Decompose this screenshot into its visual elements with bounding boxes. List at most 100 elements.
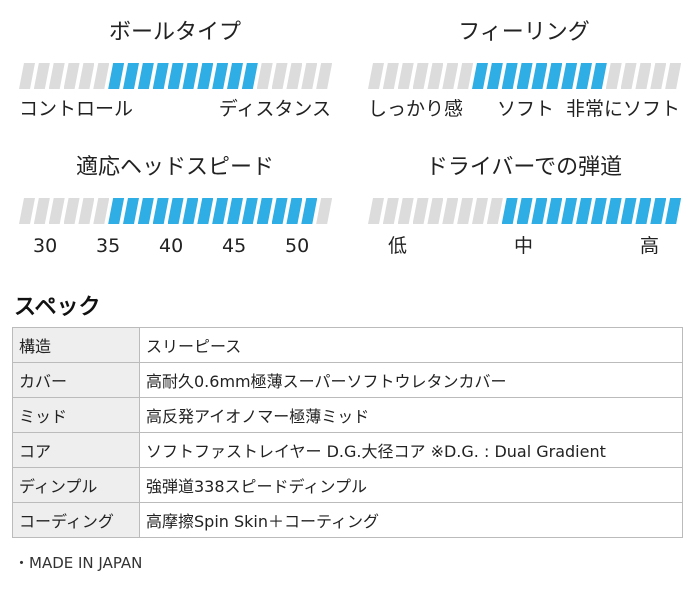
- gauge-segment: [19, 198, 35, 224]
- gauge-segment: [665, 63, 682, 89]
- gauge-segment: [412, 198, 429, 224]
- gauge-segment: [63, 198, 80, 224]
- gauge-segment: [486, 198, 503, 224]
- gauge-segment: [442, 198, 459, 224]
- head-speed-bar: [19, 198, 333, 224]
- feeling-middle-label: ソフト: [497, 98, 555, 120]
- gauge-segment: [620, 63, 637, 89]
- gauge-segment-active: [137, 63, 154, 89]
- spec-value: 高反発アイオノマー極薄ミッド: [139, 397, 683, 433]
- gauge-segment-active: [620, 198, 637, 224]
- trajectory-low-label: 低: [388, 235, 408, 257]
- gauge-segment: [301, 63, 318, 89]
- spec-value: 高耐久0.6mm極薄スーパーソフトウレタンカバー: [139, 362, 683, 398]
- ball-type-bar: [19, 63, 333, 89]
- gauge-segment-active: [256, 198, 273, 224]
- feeling-left-label: しっかり感: [368, 98, 464, 120]
- gauge-segment-active: [590, 198, 607, 224]
- gauge-segment: [93, 63, 110, 89]
- gauge-segment-active: [197, 198, 214, 224]
- table-row: カバー 高耐久0.6mm極薄スーパーソフトウレタンカバー: [12, 362, 683, 398]
- spec-key: 構造: [12, 327, 140, 363]
- spec-table: 構造 スリーピース カバー 高耐久0.6mm極薄スーパーソフトウレタンカバー ミ…: [12, 327, 683, 538]
- gauge-segment-active: [241, 63, 258, 89]
- gauge-segment-active: [286, 198, 303, 224]
- gauge-segment: [93, 198, 110, 224]
- gauge-segment: [316, 63, 333, 89]
- ball-type-title: ボールタイプ: [108, 20, 241, 45]
- gauge-segment-active: [635, 198, 652, 224]
- gauge-segment-active: [605, 198, 622, 224]
- spec-key: コーディング: [12, 502, 140, 538]
- table-row: コア ソフトファストレイヤー D.G.大径コア ※D.G. : Dual Gra…: [12, 432, 683, 468]
- gauge-segment-active: [123, 198, 139, 224]
- gauge-segment-active: [576, 63, 592, 89]
- gauge-segment: [397, 198, 414, 224]
- gauge-segment-active: [271, 198, 288, 224]
- spec-value: スリーピース: [139, 327, 683, 363]
- gauge-segment-active: [152, 63, 169, 89]
- gauge-segment-active: [546, 63, 563, 89]
- gauge-segment: [635, 63, 652, 89]
- gauge-segment: [442, 63, 459, 89]
- gauge-segment-active: [501, 63, 518, 89]
- head-speed-tick: 35: [96, 235, 121, 257]
- gauge-segment-active: [212, 198, 229, 224]
- gauge-segment: [397, 63, 414, 89]
- gauge-segment-active: [197, 63, 214, 89]
- spec-key: ミッド: [12, 397, 140, 433]
- gauge-segment-active: [486, 63, 503, 89]
- gauge-segment-active: [108, 198, 125, 224]
- gauge-segment: [427, 63, 444, 89]
- head-speed-tick: 45: [222, 235, 247, 257]
- table-row: コーディング 高摩擦Spin Skin＋コーティング: [12, 502, 683, 538]
- gauge-segment-active: [123, 63, 139, 89]
- feeling-bar: [368, 63, 682, 89]
- gauge-segment-active: [182, 198, 199, 224]
- gauge-segment-active: [590, 63, 607, 89]
- gauge-segment-active: [531, 63, 548, 89]
- gauge-segment: [256, 63, 273, 89]
- gauge-segment-active: [561, 198, 578, 224]
- gauge-segment-active: [227, 63, 243, 89]
- table-row: ディンプル 強弾道338スピードディンプル: [12, 467, 683, 503]
- gauge-segment: [33, 63, 50, 89]
- gauge-segment-active: [516, 198, 533, 224]
- ball-type-left-label: コントロール: [19, 98, 134, 120]
- gauge-segment: [78, 198, 95, 224]
- spec-key: カバー: [12, 362, 140, 398]
- spec-value: ソフトファストレイヤー D.G.大径コア ※D.G. : Dual Gradie…: [139, 432, 683, 468]
- gauge-segment-active: [182, 63, 199, 89]
- gauge-segment: [33, 198, 50, 224]
- gauge-segment: [48, 198, 65, 224]
- gauge-segment: [650, 63, 667, 89]
- gauge-segment: [472, 198, 488, 224]
- head-speed-tick: 50: [285, 235, 310, 257]
- feeling-right-label: 非常にソフト: [565, 98, 680, 120]
- gauge-segment-active: [241, 198, 258, 224]
- gauge-segment: [412, 63, 429, 89]
- head-speed-title: 適応ヘッドスピード: [75, 155, 274, 180]
- trajectory-bar: [368, 198, 682, 224]
- table-row: ミッド 高反発アイオノマー極薄ミッド: [12, 397, 683, 433]
- gauge-segment: [63, 63, 80, 89]
- made-in-note: ・MADE IN JAPAN: [14, 554, 143, 572]
- gauge-segment: [368, 198, 384, 224]
- table-row: 構造 スリーピース: [12, 327, 683, 363]
- gauge-segment: [316, 198, 333, 224]
- gauge-segment: [382, 63, 399, 89]
- head-speed-tick: 40: [159, 235, 184, 257]
- trajectory-mid-label: 中: [514, 235, 534, 257]
- gauge-segment: [286, 63, 303, 89]
- gauge-segment-active: [576, 198, 592, 224]
- gauge-segment-active: [665, 198, 682, 224]
- gauge-segment-active: [227, 198, 243, 224]
- spec-key: コア: [12, 432, 140, 468]
- gauge-segment: [382, 198, 399, 224]
- gauge-segment: [427, 198, 444, 224]
- gauge-segment: [19, 63, 35, 89]
- spec-key: ディンプル: [12, 467, 140, 503]
- gauge-segment-active: [167, 63, 184, 89]
- spec-heading: スペック: [14, 295, 101, 320]
- gauge-segment: [457, 63, 474, 89]
